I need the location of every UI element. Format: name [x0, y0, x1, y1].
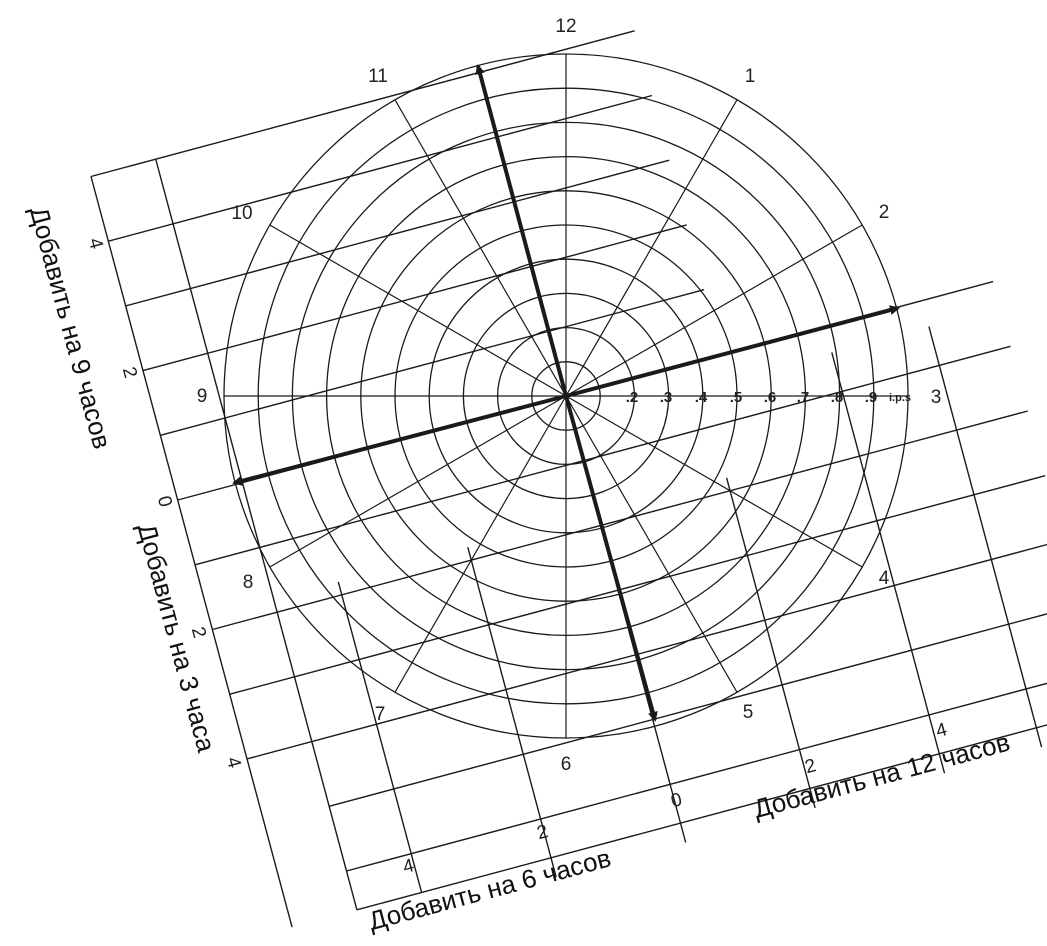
- grid-line-h-9: [246, 543, 1047, 760]
- grid-line-v-3: [467, 547, 557, 878]
- clock-number-12: 12: [555, 16, 576, 37]
- arrow-up-11: [475, 64, 568, 397]
- label-add-3: Добавить на 3 часа: [132, 520, 222, 756]
- grid-line-v-6: [831, 352, 946, 774]
- grid-tick-left-4: 4: [84, 236, 107, 252]
- grid-line-v-2: [337, 581, 423, 893]
- axis-arrows: [232, 64, 900, 722]
- label-add-12: Добавить на 12 часов: [750, 727, 1013, 824]
- grid-tick-bottom-0: 0: [669, 789, 685, 812]
- grid-line-h-12: [356, 724, 1047, 911]
- clock-number-9: 9: [197, 386, 208, 407]
- grid-tick-left-0: 0: [153, 494, 176, 510]
- grid-line-h-0: [90, 30, 635, 178]
- grid-line-h-10: [328, 613, 1047, 807]
- polar-spoke-8: [269, 395, 567, 568]
- grid-line-h-11: [346, 682, 1047, 872]
- polar-spoke-7: [394, 395, 567, 693]
- grid-line-h-7: [212, 410, 1028, 631]
- clock-number-5: 5: [743, 702, 754, 723]
- scale-unit: i.p.s: [889, 392, 911, 404]
- scale-label-06: .6: [764, 389, 777, 406]
- scale-label-08: .8: [831, 389, 844, 406]
- clock-number-1: 1: [745, 66, 756, 87]
- grid-line-h-8: [229, 475, 1046, 695]
- grid-line-h-6: [194, 345, 1011, 566]
- arrow-right-3: [565, 305, 900, 398]
- grid-line-h-2: [125, 159, 670, 307]
- grid-line-v-5: [725, 477, 816, 809]
- grid-tick-bottomright-4: 4: [934, 719, 950, 742]
- scale-label-09: .9: [865, 389, 878, 406]
- scale-label-04: .4: [695, 389, 708, 406]
- scale-label-07: .7: [797, 389, 810, 406]
- clock-number-11: 11: [368, 66, 388, 87]
- grid-tick-leftlow-4: 4: [222, 755, 245, 771]
- polar-spoke-1: [565, 99, 738, 397]
- scale-label-05: .5: [730, 389, 743, 406]
- velocity-scale: .2 .3 .4 .5 .6 .7 .8 .9 i.p.s: [626, 389, 911, 406]
- polar-spoke-2: [565, 224, 863, 397]
- polar-spoke-11: [394, 99, 567, 397]
- grid-tick-bottom-2: 2: [535, 821, 551, 844]
- grid-tick-leftlow-2: 2: [187, 625, 210, 641]
- grid-line-h-3: [142, 224, 687, 372]
- clock-number-6: 6: [561, 754, 572, 775]
- polar-spoke-5: [565, 395, 738, 693]
- arrow-left-9: [232, 394, 567, 486]
- scale-label-02: .2: [626, 389, 639, 406]
- polar-spoke-4: [565, 395, 863, 568]
- polar-grid: [223, 53, 909, 739]
- clock-numbers: 12 1 2 3 4 5 6 7 8 9 10 11: [197, 16, 942, 775]
- grid-line-v-7: [928, 326, 1043, 748]
- arrow-down-6: [564, 395, 658, 722]
- grid-line-h-1: [108, 94, 653, 242]
- polar-spoke-10: [269, 224, 567, 397]
- clock-number-10: 10: [231, 203, 252, 224]
- grid-line-h-4: [160, 289, 705, 436]
- scale-label-03: .3: [660, 389, 673, 406]
- grid-tick-bottomright-2: 2: [803, 755, 819, 778]
- clock-number-4: 4: [879, 568, 890, 589]
- grid-line-v-1: [155, 158, 358, 910]
- clock-number-2: 2: [879, 202, 890, 223]
- clock-number-3: 3: [931, 387, 942, 408]
- grid-tick-left-2: 2: [118, 365, 141, 381]
- clock-number-8: 8: [243, 572, 254, 593]
- grid-line-v-0: [90, 176, 293, 928]
- clock-number-7: 7: [375, 704, 386, 725]
